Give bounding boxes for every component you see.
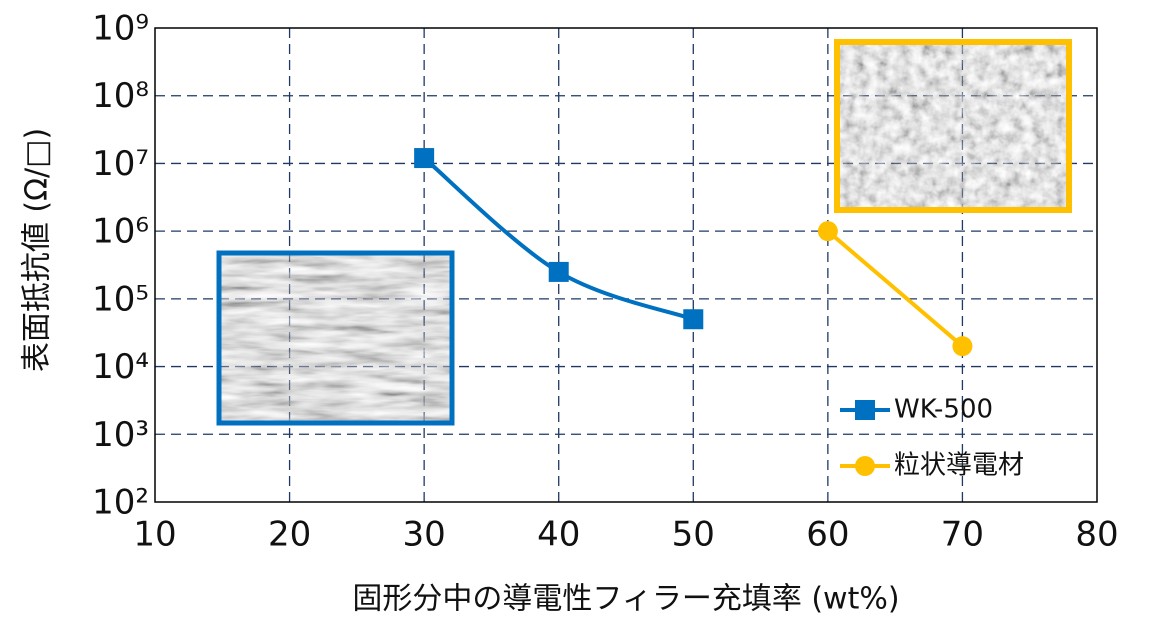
inset-frame	[834, 39, 1072, 213]
marker	[683, 309, 704, 330]
x-tick-label: 70	[941, 515, 984, 555]
y-tick-label: 10⁵	[92, 279, 149, 319]
y-tick-label: 10⁴	[92, 347, 149, 387]
marker	[414, 148, 435, 169]
x-tick-label: 50	[672, 515, 715, 555]
y-tick-label: 10²	[92, 483, 149, 523]
x-tick-label: 40	[537, 515, 580, 555]
inset-frame	[216, 250, 455, 426]
x-tick-label: 60	[806, 515, 849, 555]
y-axis-title: 表面抵抗値 (Ω/□)	[20, 128, 55, 372]
x-tick-label: 10	[133, 515, 176, 555]
marker	[548, 261, 569, 282]
y-tick-label: 10⁸	[92, 76, 149, 116]
marker	[952, 336, 973, 357]
legend-marker	[855, 456, 875, 476]
y-tick-label: 10³	[92, 415, 149, 455]
legend-label: 粒状導電材	[894, 451, 1024, 481]
sem-image-granular	[837, 42, 1069, 210]
x-tick-label: 30	[403, 515, 446, 555]
x-tick-label: 80	[1075, 515, 1118, 555]
x-axis-title: 固形分中の導電性フィラー充填率 (wt%)	[352, 582, 899, 617]
y-tick-label: 10⁹	[92, 9, 149, 49]
legend-label: WK-500	[894, 395, 993, 425]
x-tick-label: 20	[268, 515, 311, 555]
y-tick-label: 10⁶	[92, 212, 149, 252]
y-tick-label: 10⁷	[92, 144, 149, 184]
plot-frame	[154, 27, 1098, 503]
sem-image-fiber	[219, 253, 452, 423]
legend-marker	[855, 400, 875, 420]
series-line	[826, 229, 964, 348]
marker	[817, 221, 838, 242]
